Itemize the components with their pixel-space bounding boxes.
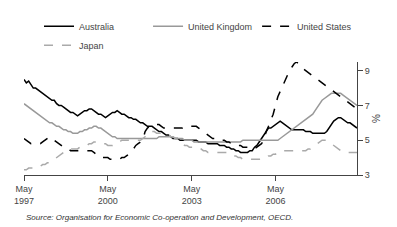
svg-text:Japan: Japan: [79, 41, 104, 51]
svg-text:7: 7: [365, 101, 370, 111]
svg-text:Source: Organisation for Econo: Source: Organisation for Economic Co-ope…: [26, 213, 293, 222]
svg-text:5: 5: [365, 135, 370, 145]
svg-text:9: 9: [365, 66, 370, 76]
svg-text:3: 3: [365, 170, 370, 180]
svg-text:May2000: May2000: [98, 184, 118, 206]
svg-text:May1997: May1997: [14, 184, 34, 206]
svg-text:May2006: May2006: [265, 184, 285, 206]
svg-text:Australia: Australia: [79, 22, 114, 32]
svg-text:%: %: [371, 114, 382, 123]
svg-text:United States: United States: [297, 22, 352, 32]
svg-text:United Kingdom: United Kingdom: [188, 22, 252, 32]
svg-text:May2003: May2003: [182, 184, 202, 206]
